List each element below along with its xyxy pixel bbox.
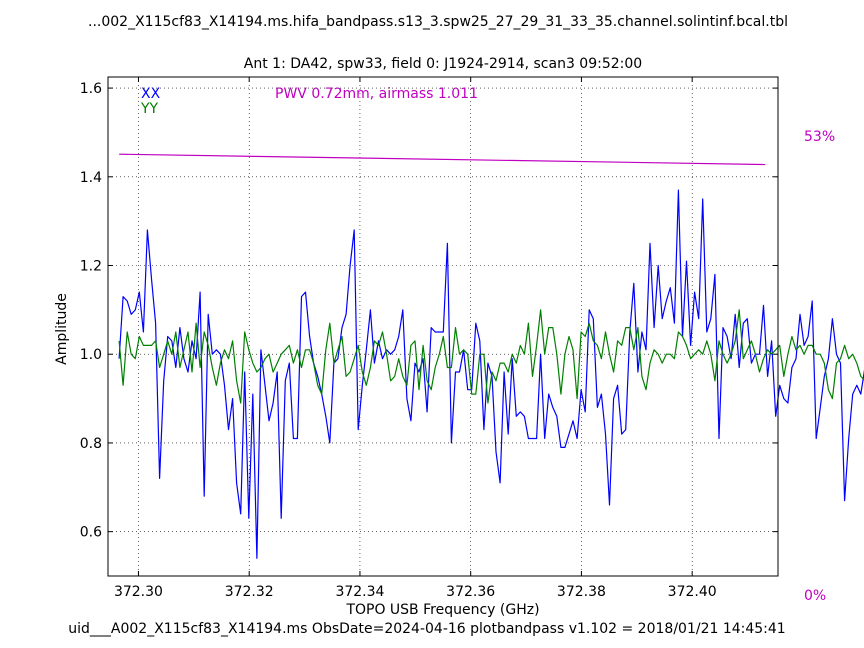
plot-title: Ant 1: DA42, spw33, field 0: J1924-2914,… (243, 56, 643, 72)
x-axis-label: TOPO USB Frequency (GHz) (346, 602, 540, 618)
y-tick-label: 1.2 (80, 259, 102, 275)
y-axis-label: Amplitude (54, 293, 70, 365)
x-tick-label: 372.30 (114, 584, 163, 600)
x-tick-label: 372.34 (335, 584, 384, 600)
x-tick-label: 372.36 (446, 584, 495, 600)
transmission-line (119, 153, 766, 166)
x-tick-label: 372.32 (225, 584, 274, 600)
y-tick-label: 1.0 (80, 347, 102, 363)
transmission-layer (119, 153, 766, 166)
legend-entry-xx: XX (141, 86, 161, 102)
plot-frame (107, 76, 779, 577)
series-layer (118, 189, 864, 559)
footer-info: uid___A002_X115cf83_X14194.ms ObsDate=20… (68, 621, 786, 637)
right-axis-top-label: 53% (804, 129, 836, 145)
series-line-xx (118, 189, 864, 559)
y-tick-label: 0.6 (80, 525, 102, 541)
y-tick-label: 1.6 (80, 81, 102, 97)
file-title: ...002_X115cf83_X14194.ms.hifa_bandpass.… (88, 14, 788, 30)
tick-layer: 372.30 372.32 372.34 372.36 372.38 372.40 0.6 0… (80, 77, 778, 600)
y-tick-label: 0.8 (80, 436, 102, 452)
legend-entry-yy: YY (140, 101, 159, 117)
series-line-yy (118, 309, 864, 404)
x-tick-label: 372.40 (668, 584, 717, 600)
pwv-label: PWV 0.72mm, airmass 1.011 (275, 86, 478, 102)
y-tick-label: 1.4 (80, 170, 102, 186)
x-tick-label: 372.38 (557, 584, 606, 600)
right-axis-bottom-label: 0% (804, 588, 827, 604)
